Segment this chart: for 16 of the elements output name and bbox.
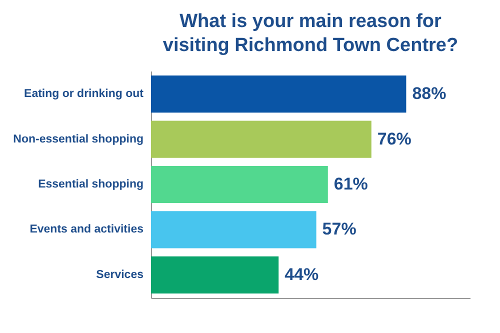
y-tick-label: Eating or drinking out [24,88,144,100]
bar [151,120,372,158]
bar [151,76,406,113]
data-label: 76% [377,129,412,148]
bar [151,211,316,248]
y-tick-label: Events and activities [30,224,144,236]
data-label: 88% [412,84,446,104]
bar [151,256,279,294]
bar [151,166,328,204]
data-label: 57% [322,220,356,239]
y-tick-label: Essential shopping [38,178,144,190]
y-tick-label: Services [96,268,144,281]
y-tick-label: Non-essential shopping [13,133,144,146]
data-label: 61% [334,174,368,194]
chart-title: What is your main reason for visiting Richmond Town Centre? [162,11,458,56]
data-label: 44% [284,264,319,284]
